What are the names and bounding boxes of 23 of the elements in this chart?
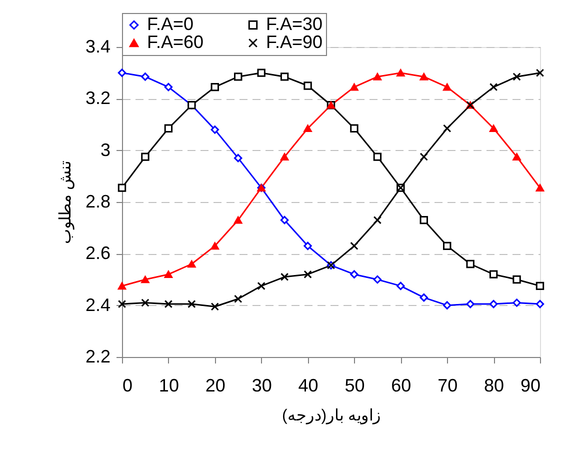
legend-label: F.A=0 (147, 14, 194, 34)
x-tick-label: 80 (484, 376, 504, 396)
x-tick-label: 90 (520, 376, 540, 396)
legend-label: F.A=30 (266, 14, 323, 34)
y-tick-label: 3.2 (85, 88, 110, 108)
x-tick-label: 30 (252, 376, 272, 396)
y-tick-label: 3.4 (85, 36, 110, 56)
x-tick-label: 40 (298, 376, 318, 396)
x-tick-label: 70 (438, 376, 458, 396)
y-tick-label: 2.6 (85, 243, 110, 264)
legend-label: F.A=90 (266, 32, 323, 52)
x-tick-label: 0 (122, 376, 133, 396)
y-tick-label: 2.4 (85, 294, 110, 315)
x-tick-label: 50 (344, 376, 365, 396)
x-tick-label: 20 (205, 376, 226, 396)
x-axis-title: زاویه بار(درجه) (282, 408, 382, 424)
legend-label: F.A=60 (147, 32, 204, 52)
x-tick-label: 60 (391, 376, 412, 396)
y-tick-label: 2.2 (85, 346, 110, 366)
y-tick-label: 3 (100, 140, 110, 160)
y-tick-label: 2.8 (85, 192, 110, 212)
x-tick-label: 10 (158, 376, 179, 396)
y-axis-title: تنش مطلوب (57, 160, 74, 244)
